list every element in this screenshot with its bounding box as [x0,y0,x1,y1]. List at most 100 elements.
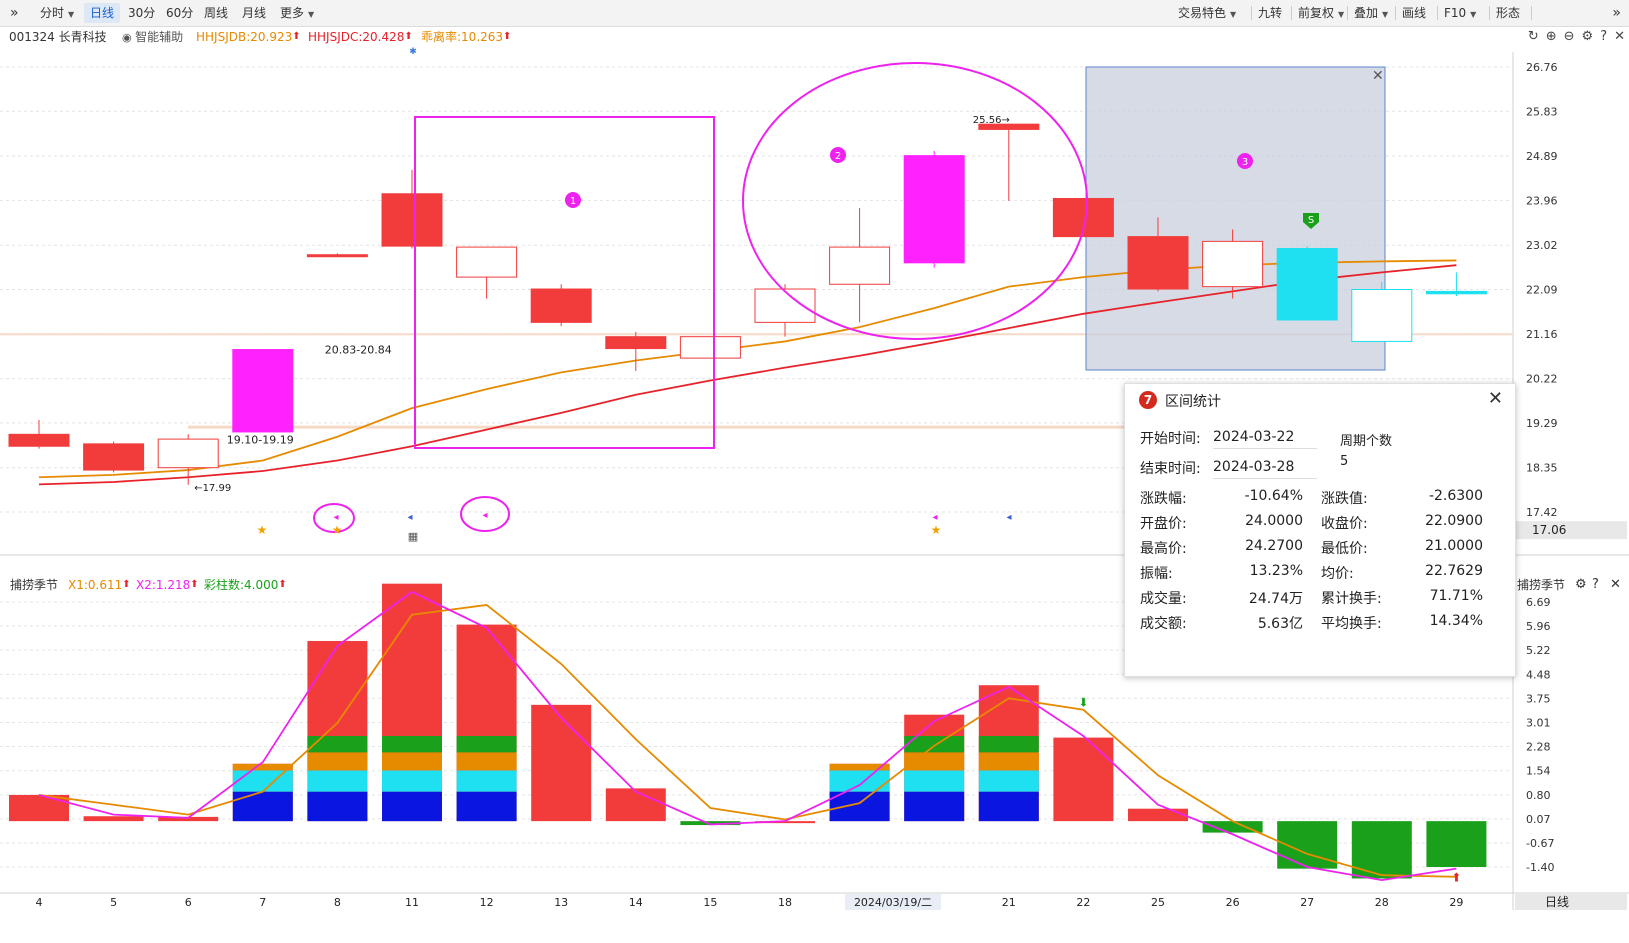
x-tick-label: 26 [1226,896,1240,909]
stat-value: 22.0900 [1425,513,1483,529]
toolbar-item-3[interactable]: 叠加 ▼ [1348,3,1394,23]
sub-indicator-bar: 捕捞季节 X1:0.611 ⬆ X2:1.218 ⬆ 彩柱数:4.000 ⬆ 捕捞季… [0,575,1629,595]
toolbar-item-0[interactable]: 交易特色 ▼ [1172,3,1242,23]
chart-tools: ↻ ⊕ ⊖ ⚙? ✕ [1521,29,1625,44]
sub-color-band [456,735,517,753]
sub-y-tick-label: 5.22 [1526,644,1551,657]
sub-settings-icon[interactable]: ⚙ [1575,577,1587,592]
stat-value: 22.7629 [1425,563,1483,579]
sub-color-band [904,735,965,753]
period-tab-0[interactable]: 分时 ▼ [34,3,80,23]
start-time-label: 开始时间: [1140,431,1201,447]
stat-value: 24.2700 [1245,538,1303,554]
end-time-label: 结束时间: [1140,461,1201,477]
star-icon: ★ [931,523,942,537]
stat-label: 涨跌幅: [1140,491,1187,507]
price-annotation: 25.56→ [973,115,1010,126]
candle-body [1425,290,1487,295]
start-time-input[interactable]: 2024-03-22 [1213,426,1317,449]
sub-indicator-1: X2:1.218 ⬆ [136,578,199,592]
selection-close-icon: ✕ [1372,68,1384,84]
sub-color-band [829,791,890,822]
signal-ellipse [460,496,510,532]
marker-icon: ✱ [409,47,417,57]
help-icon[interactable]: ? [1600,29,1608,44]
candle-body [381,193,443,247]
sub-color-band [978,752,1039,771]
y-tick-label: 26.76 [1526,61,1558,74]
sub-y-tick-label: 2.28 [1526,740,1551,753]
up-arrow-icon: ⬆ [1451,871,1461,885]
x-tick-label: 2024/03/19/二 [854,896,932,909]
sub-help-icon[interactable]: ? [1592,577,1599,592]
period-tab-label: 分时 [40,6,65,20]
period-tab-6[interactable]: 更多 ▼ [274,3,320,23]
period-tab-3[interactable]: 60分 [160,3,199,23]
y-tick-label: 23.96 [1526,194,1558,207]
sub-y-tick-label: 0.80 [1526,789,1551,802]
collapse-icon[interactable]: » [1612,5,1621,21]
stat-value: 14.34% [1429,613,1483,629]
sub-indicator-2: 彩柱数:4.000 ⬆ [204,578,287,592]
sub-color-band [829,770,890,792]
sub-y-tick-label: 4.48 [1526,668,1551,681]
sub-y-tick-label: 3.75 [1526,692,1551,705]
candle-body [903,155,965,264]
price-annotation: 19.10-19.19 [227,434,294,447]
candle-body [829,246,891,285]
pattern-box [414,116,715,449]
settings-icon[interactable]: ⚙ [1581,29,1594,44]
y-tick-label: 17.42 [1526,506,1558,519]
stat-label: 振幅: [1140,566,1173,582]
x1-line [38,604,1457,878]
y-tick-label: 23.02 [1526,239,1558,252]
signal-arrow-icon: ◂ [333,512,338,523]
signal-arrow-icon: ◂ [932,512,937,523]
reset-icon[interactable]: ↻ [1527,29,1539,44]
period-tab-5[interactable]: 月线 [236,3,272,23]
toolbar-divider [1395,6,1396,20]
x-tick-label: 12 [480,896,494,909]
zoom-in-icon[interactable]: ⊕ [1545,29,1557,44]
period-count-value: 5 [1340,454,1349,469]
toolbar: » 分时 ▼ 日线 30分 60分 周线 月线 更多 ▼ 交易特色 ▼ 九转 前复权 ▼ 叠加 ▼ 画线 F10… [0,0,1629,27]
stat-label: 最高价: [1140,541,1187,557]
x-tick-label: 15 [703,896,717,909]
toolbar-item-4[interactable]: 画线 [1396,3,1432,23]
toolbar-item-label: 交易特色 [1178,6,1227,20]
sub-color-band [232,770,293,792]
sub-color-band [232,791,293,822]
toolbar-divider [1489,6,1490,20]
pattern-ellipse [742,62,1088,340]
stat-label: 平均换手: [1321,616,1382,632]
y-tick-label: 24.89 [1526,150,1558,163]
stat-value: 13.23% [1249,563,1303,579]
zoom-out-icon[interactable]: ⊖ [1563,29,1575,44]
candle-body [83,443,145,471]
sub-bar [605,788,666,822]
current-price-box [1515,521,1627,540]
period-tab-4[interactable]: 周线 [198,3,234,23]
assist-toggle[interactable]: ◉ 智能辅助 [122,30,184,44]
sub-color-band [307,735,368,753]
price-annotation: 20.83-20.84 [325,344,392,357]
y-tick-label: 21.16 [1526,328,1558,341]
expand-icon[interactable]: » [10,5,19,21]
period-tab-label: 日线 [90,6,115,20]
stat-label: 累计换手: [1321,591,1382,607]
sub-y-tick-label: 6.69 [1526,596,1551,609]
toolbar-item-5[interactable]: F10 ▼ [1438,3,1482,23]
toolbar-item-6[interactable]: 形态 [1490,3,1526,23]
close-icon[interactable]: ✕ [1614,29,1625,44]
period-tab-2[interactable]: 30分 [122,3,161,23]
assist-label: 智能辅助 [135,30,184,44]
end-time-input[interactable]: 2024-03-28 [1213,456,1317,479]
period-tab-1[interactable]: 日线 [84,3,121,23]
sub-close-icon[interactable]: ✕ [1610,577,1621,592]
toolbar-item-2[interactable]: 前复权 ▼ [1292,3,1350,23]
period-tab-label: 60分 [166,6,194,20]
toolbar-item-1[interactable]: 九转 [1252,3,1288,23]
panel-close-icon[interactable]: ✕ [1487,388,1503,409]
stat-value: 5.63亿 [1257,616,1303,632]
